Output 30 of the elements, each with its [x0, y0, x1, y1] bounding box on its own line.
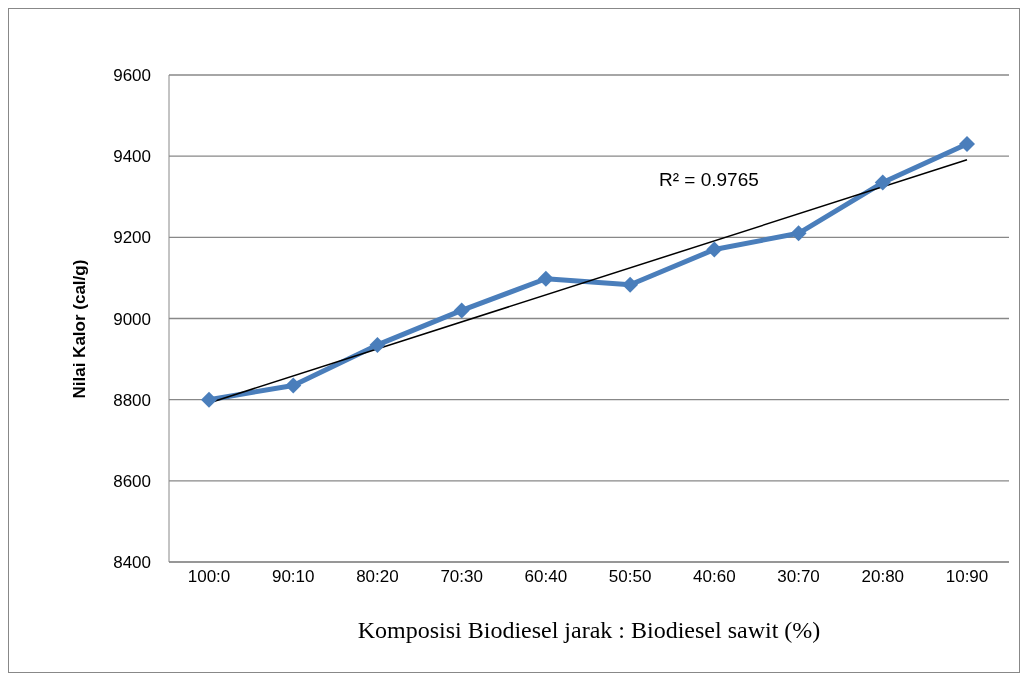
x-tick-label: 80:20 [356, 567, 399, 587]
y-tick-label: 9000 [113, 309, 151, 329]
point [285, 377, 302, 394]
x-tick-label: 70:30 [440, 567, 483, 587]
x-tick-label: 60:40 [524, 567, 568, 587]
x-tick-label: 30:70 [777, 567, 820, 587]
point [369, 336, 386, 353]
y-axis-title: Nilai Kalor (cal/g) [70, 259, 90, 399]
point [706, 241, 723, 258]
x-tick-label: 20:80 [861, 567, 905, 587]
x-axis-title: Komposisi Biodiesel jarak : Biodiesel sawit (%) [357, 617, 821, 643]
y-tick-label: 9600 [113, 66, 151, 86]
y-tick-label: 8600 [113, 471, 151, 491]
point [201, 391, 217, 408]
y-tick-label: 8400 [113, 553, 151, 573]
x-tick-label: 100:0 [187, 567, 231, 587]
point [453, 302, 470, 319]
point [959, 135, 975, 152]
point [874, 174, 891, 191]
y-tick-label: 9200 [113, 228, 151, 248]
point [537, 270, 554, 287]
point [790, 225, 807, 242]
x-tick-label: 50:50 [608, 567, 652, 587]
x-tick-label: 40:60 [693, 567, 736, 587]
point [622, 276, 639, 293]
y-tick-label: 8800 [113, 390, 151, 410]
x-tick-label: 10:90 [945, 567, 989, 587]
y-tick-label: 9400 [113, 147, 151, 167]
x-tick-label: 90:10 [271, 567, 315, 587]
annotation: R² = 0.9765 [659, 169, 759, 191]
